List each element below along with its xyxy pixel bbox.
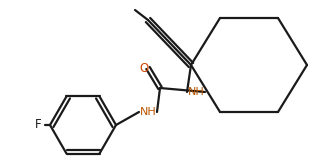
Text: O: O xyxy=(139,62,149,74)
Text: NH: NH xyxy=(188,87,204,97)
Text: NH: NH xyxy=(140,107,156,117)
Text: F: F xyxy=(35,119,41,132)
